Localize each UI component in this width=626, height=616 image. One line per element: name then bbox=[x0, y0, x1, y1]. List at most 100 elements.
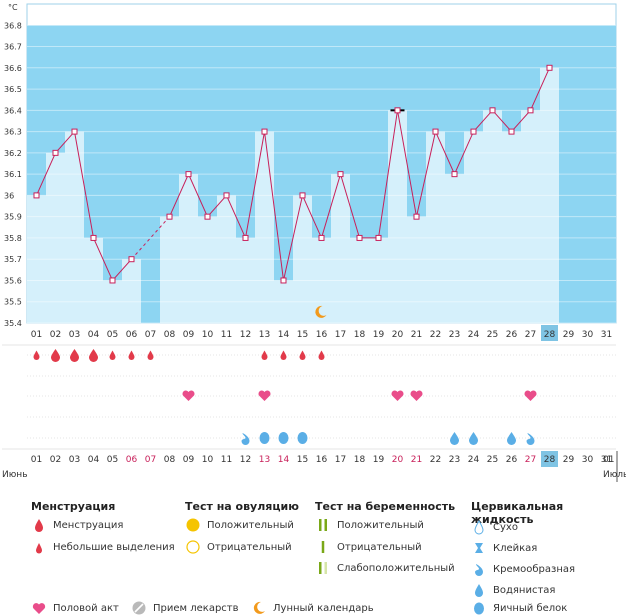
legend-menstruation-item: Менструация bbox=[31, 517, 123, 533]
day-label: 29 bbox=[563, 455, 575, 465]
temperature-point bbox=[470, 128, 477, 135]
day-label: 06 bbox=[126, 330, 138, 340]
temperature-bar bbox=[350, 237, 369, 323]
small-drop-icon bbox=[36, 543, 42, 554]
temperature-bar bbox=[274, 280, 293, 323]
day-label: 23 bbox=[449, 455, 460, 465]
day-label: 09 bbox=[183, 455, 195, 465]
y-tick-label: 35.8 bbox=[4, 234, 22, 243]
day-label: 30 bbox=[582, 330, 594, 340]
y-tick-label: 35.9 bbox=[4, 213, 22, 222]
temperature-bar bbox=[521, 110, 540, 323]
month-label: Июнь bbox=[2, 470, 28, 480]
day-label: 13 bbox=[259, 330, 270, 340]
day-label: 14 bbox=[278, 330, 290, 340]
day-label: 15 bbox=[297, 330, 308, 340]
legend-medication: Прием лекарств bbox=[131, 600, 239, 616]
day-label: 17 bbox=[335, 330, 346, 340]
temperature-bar bbox=[84, 237, 103, 323]
temperature-point bbox=[204, 213, 211, 220]
temperature-bar bbox=[198, 216, 217, 323]
temperature-bar bbox=[27, 195, 46, 323]
day-label: 20 bbox=[392, 330, 404, 340]
legend-fluid-eggwhite-label: Яичный белок bbox=[493, 602, 568, 614]
temperature-bar bbox=[388, 110, 407, 323]
temperature-point bbox=[242, 234, 249, 241]
temperature-bar bbox=[103, 280, 122, 323]
temperature-bar bbox=[426, 131, 445, 323]
blood-drop-icon bbox=[89, 349, 98, 362]
legend-fluid-watery: Водянистая bbox=[471, 582, 555, 598]
y-tick-label: 35.7 bbox=[4, 255, 22, 264]
legend-pregnancy-weak: Слабоположительный bbox=[315, 560, 455, 576]
temperature-bar bbox=[445, 174, 464, 323]
legend-ovulation-positive-label: Положительный bbox=[207, 519, 294, 531]
day-label: 26 bbox=[506, 330, 518, 340]
day-label: 31 bbox=[601, 455, 612, 465]
day-label: 22 bbox=[430, 330, 441, 340]
egg-white-icon bbox=[259, 432, 270, 444]
creamy-icon bbox=[526, 433, 535, 445]
legend-menstruation-title: Менструация bbox=[31, 500, 116, 513]
small-drop-icon bbox=[261, 350, 268, 360]
temperature-point bbox=[109, 277, 116, 284]
y-tick-label: 36.8 bbox=[4, 21, 22, 30]
temperature-bar bbox=[255, 131, 274, 323]
heart-icon bbox=[182, 390, 195, 401]
day-label: 15 bbox=[297, 455, 308, 465]
day-label: 06 bbox=[126, 455, 138, 465]
day-label: 18 bbox=[354, 330, 366, 340]
day-label: 24 bbox=[468, 455, 480, 465]
day-label: 01 bbox=[31, 330, 42, 340]
legend-fluid-watery-label: Водянистая bbox=[493, 584, 556, 596]
day-label: 19 bbox=[373, 330, 385, 340]
y-tick-label: 36.3 bbox=[4, 128, 22, 137]
egg-white-icon bbox=[278, 432, 289, 444]
temperature-point bbox=[128, 256, 135, 263]
day-label: 30 bbox=[582, 455, 594, 465]
legend-pregnancy-weak-label: Слабоположительный bbox=[337, 562, 455, 574]
day-label: 31 bbox=[601, 330, 612, 340]
legend-fluid-creamy-label: Кремообразная bbox=[493, 563, 576, 575]
heart-icon bbox=[524, 390, 537, 401]
temperature-point bbox=[318, 234, 325, 241]
temperature-point bbox=[394, 107, 401, 114]
legend-fluid-sticky: Клейкая bbox=[471, 540, 537, 556]
day-label: 07 bbox=[145, 455, 156, 465]
legend-moon-label: Лунный календарь bbox=[273, 602, 374, 614]
day-label: 21 bbox=[411, 455, 422, 465]
day-label: 18 bbox=[354, 455, 366, 465]
temperature-point bbox=[280, 277, 287, 284]
day-label: 20 bbox=[392, 455, 404, 465]
day-label: 29 bbox=[563, 330, 575, 340]
day-label: 09 bbox=[183, 330, 195, 340]
heart-icon bbox=[410, 390, 423, 401]
day-label: 16 bbox=[316, 330, 328, 340]
blood-drop-icon bbox=[70, 349, 79, 362]
temperature-point bbox=[52, 149, 59, 156]
temperature-bar bbox=[331, 174, 350, 323]
temperature-point bbox=[546, 64, 553, 71]
temperature-bar bbox=[369, 237, 388, 323]
y-axis-unit: °C bbox=[8, 3, 18, 12]
day-label: 12 bbox=[240, 330, 251, 340]
temperature-point bbox=[185, 171, 192, 178]
day-label: 25 bbox=[487, 330, 498, 340]
day-label: 12 bbox=[240, 455, 251, 465]
day-label: 02 bbox=[50, 455, 61, 465]
day-label: 11 bbox=[221, 330, 232, 340]
day-label: 16 bbox=[316, 455, 328, 465]
legend-ovulation-positive: Положительный bbox=[185, 517, 294, 533]
month-label: Июль bbox=[603, 470, 626, 480]
y-tick-label: 36.2 bbox=[4, 149, 22, 158]
day-label: 01 bbox=[603, 455, 614, 465]
sticky-icon bbox=[475, 543, 483, 553]
y-tick-label: 36.1 bbox=[4, 170, 22, 179]
temperature-bar bbox=[217, 195, 236, 323]
double-bar-icon bbox=[319, 519, 327, 531]
small-drop-icon bbox=[128, 350, 135, 360]
day-label: 01 bbox=[31, 455, 42, 465]
legend-fluid-creamy: Кремообразная bbox=[471, 561, 575, 577]
temperature-bar bbox=[540, 67, 559, 323]
day-label: 17 bbox=[335, 455, 346, 465]
